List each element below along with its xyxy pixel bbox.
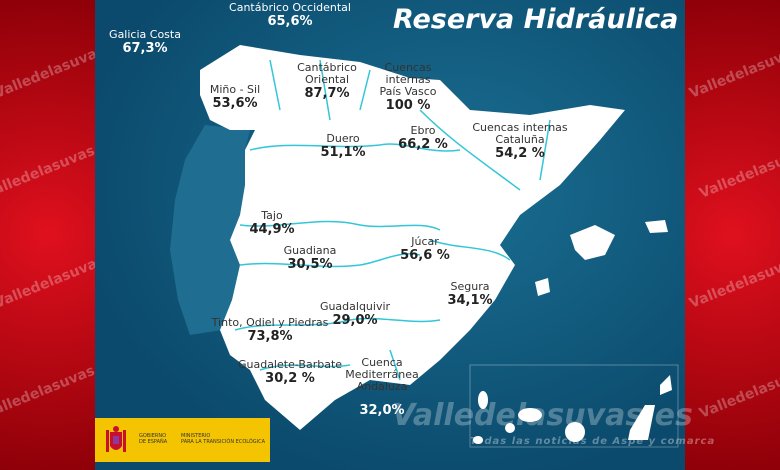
canary-islands [473,375,672,444]
government-logo: GOBIERNO DE ESPAÑA MINISTERIO PARA LA TRAN… [95,418,270,462]
rivers [234,59,551,381]
basin-label: Cuencas internas País Vasco 100 % [379,61,437,114]
basin-label: Guadalete-Barbate 30,2 % [237,358,343,387]
basin-label: Tajo 44,9% [249,209,295,238]
gov-line1: GOBIERNO [139,433,167,439]
basin-label: Cantábrico Occidental 65,6% [229,1,351,30]
basin-label: Tinto, Odiel y Piedras 73,8% [211,316,329,345]
basin-label: Cuencas internas Cataluña 54,2 % [472,121,568,162]
gov-line2: DE ESPAÑA [139,439,168,445]
basin-label: Segura 34,1% [447,280,493,309]
map-title: Reserva Hidráulica [393,4,679,35]
ministry-line1: MINISTERIO [181,433,211,439]
portugal-shape [170,125,250,335]
basin-label: Miño - Sil 53,6% [209,83,261,112]
red-background-left: Valledelasuvas.es Valledelasuvas.es Vall… [0,0,95,470]
ministry-line2: PARA LA TRANSICIÓN ECOLÓGICA [181,439,266,445]
coat-of-arms-icon [106,426,126,452]
basin-label: Ebro 66,2 % [398,124,448,153]
basin-label: Cantábrico Oriental 87,7% [297,61,357,102]
red-background-right: Valledelasuvas.es Valledelasuvas.es Vall… [685,0,780,470]
basin-label: Cuenca Mediterránea Andaluza 32,0% [345,356,419,419]
basin-label: Galicia Costa 67,3% [109,28,181,57]
balearic-islands [535,220,668,296]
spain-mainland [200,45,625,430]
basin-label: Guadiana 30,5% [283,244,337,273]
basin-label: Júcar 56,6 % [400,235,450,264]
basin-label: Guadalquivir 29,0% [319,300,391,329]
watermark-tagline: Todas las noticias de Aspe y comarca [470,436,716,447]
basin-label: Duero 51,1% [320,132,366,161]
canary-islands-box [469,364,679,448]
watermark-brand: Valledelasuvas.es [392,398,693,433]
